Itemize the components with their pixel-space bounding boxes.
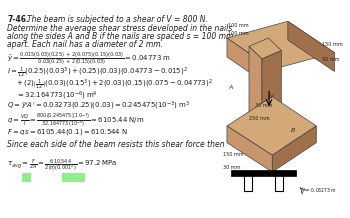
Text: 30 mm: 30 mm: [322, 57, 339, 62]
Text: $+\;\left(2\right)\!\left(\frac{1}{12}\right)\!(0.03)(0.15^3) + 2(0.03)(0.15)(0.: $+\;\left(2\right)\!\left(\frac{1}{12}\r…: [16, 77, 212, 92]
Text: Since each side of the beam resists this shear force then: Since each side of the beam resists this…: [7, 140, 225, 149]
Text: $\bar{y}' = 0.03273\,\mathrm{m}$: $\bar{y}' = 0.03273\,\mathrm{m}$: [301, 186, 336, 195]
Polygon shape: [272, 126, 316, 172]
Text: apart. Each nail has a diameter of 2 mm.: apart. Each nail has a diameter of 2 mm.: [7, 40, 163, 49]
Text: B: B: [290, 128, 295, 133]
Polygon shape: [262, 51, 281, 159]
Text: 250 mm: 250 mm: [249, 116, 270, 121]
Text: along the sides A and B if the nails are spaced s = 100 mm: along the sides A and B if the nails are…: [7, 32, 233, 41]
Text: $\tau_{avg} = \frac{F}{2A} = \frac{610.544}{2(\pi)(0.001^2)} = 97.2\;\mathrm{MPa: $\tau_{avg} = \frac{F}{2A} = \frac{610.5…: [7, 157, 118, 173]
Polygon shape: [288, 21, 335, 72]
Text: 30 mm: 30 mm: [223, 165, 240, 170]
Text: V: V: [270, 94, 273, 99]
Text: $q = \frac{VQ}{I} = \frac{800(0.245475)(10^{-3})}{32.164773(10^{-6})} = 6105.44\: $q = \frac{VQ}{I} = \frac{800(0.245475)(…: [7, 112, 145, 130]
Polygon shape: [249, 38, 281, 59]
Polygon shape: [227, 126, 272, 172]
Text: $Q = \bar{y}'A' = 0.03273(0.25)(0.03) = 0.245475(10^{-3})\;\mathrm{m}^3$: $Q = \bar{y}'A' = 0.03273(0.25)(0.03) = …: [7, 100, 190, 112]
Text: 7-46.: 7-46.: [7, 15, 29, 24]
FancyBboxPatch shape: [62, 173, 85, 182]
Polygon shape: [227, 38, 272, 88]
Text: 100 mm: 100 mm: [228, 31, 249, 36]
Text: 30 mm: 30 mm: [256, 103, 273, 108]
Text: The beam is subjected to a shear of V = 800 N.: The beam is subjected to a shear of V = …: [27, 15, 208, 24]
Text: 150 mm: 150 mm: [322, 42, 342, 47]
Text: A: A: [228, 85, 232, 90]
Text: $= 32.164773(10^{-6})\;\mathrm{m}^4$: $= 32.164773(10^{-6})\;\mathrm{m}^4$: [16, 89, 98, 102]
Bar: [231, 170, 296, 176]
Text: 150 mm: 150 mm: [223, 152, 244, 157]
Text: $I = \frac{1}{12}(0.25)(0.03^3) + (0.25)(0.03)(0.04773 - 0.015)^2$: $I = \frac{1}{12}(0.25)(0.03^3) + (0.25)…: [7, 66, 188, 80]
Polygon shape: [249, 46, 262, 159]
Polygon shape: [227, 21, 335, 69]
Polygon shape: [227, 97, 316, 155]
FancyBboxPatch shape: [22, 173, 31, 182]
Text: 100 mm: 100 mm: [228, 22, 249, 27]
Text: $F = qs = 6105.44(0.1) = 610.544\;\mathrm{N}$: $F = qs = 6105.44(0.1) = 610.544\;\mathr…: [7, 127, 128, 137]
Text: $\bar{y} = \frac{0.015(0.03)(0.25)\;+\;2(0.075)(0.15)(0.03)}{0.03(0.25)\;+\;2(0.: $\bar{y} = \frac{0.015(0.03)(0.25)\;+\;2…: [7, 51, 171, 67]
Text: Determine the average shear stress developed in the nails: Determine the average shear stress devel…: [7, 24, 232, 33]
